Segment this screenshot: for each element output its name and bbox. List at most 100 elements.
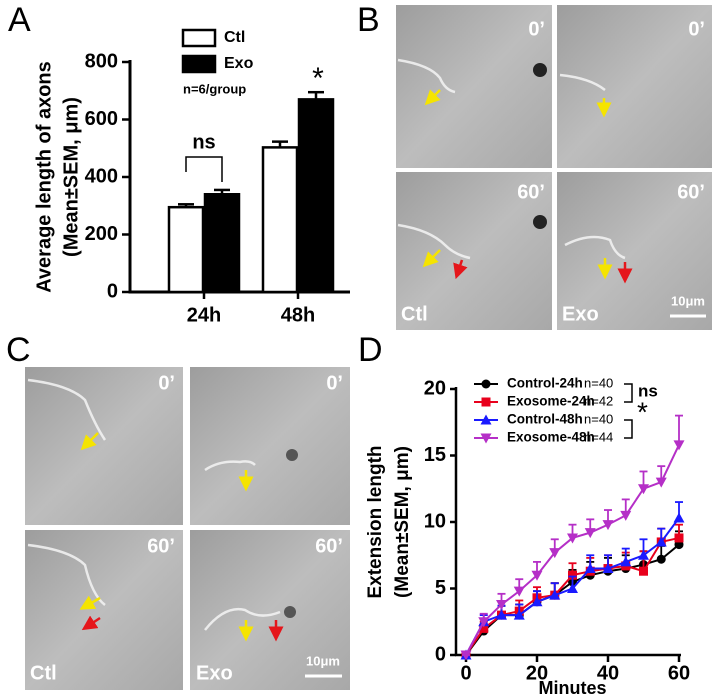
panel-letter: B — [357, 1, 380, 39]
x-tick-label: 60 — [668, 662, 690, 684]
legend-n: n=40 — [584, 411, 613, 426]
legend-swatch — [181, 28, 217, 48]
y-tick-label: 400 — [85, 165, 118, 187]
annotation: * — [637, 396, 648, 427]
marker — [479, 623, 489, 633]
legend-label: Control-48h — [507, 412, 583, 427]
legend-label: Control-24h — [507, 376, 583, 391]
x-tick-label: 48h — [281, 304, 315, 326]
micrograph — [190, 530, 350, 690]
y-tick-label: 10 — [424, 510, 446, 532]
legend-swatch — [181, 54, 217, 74]
scale-bar-label: 10μm — [671, 293, 705, 308]
marker — [478, 617, 490, 628]
marker — [496, 609, 507, 620]
y-tick-label: 0 — [107, 280, 118, 302]
panel-letter: A — [8, 1, 31, 39]
marker — [481, 379, 491, 389]
series-line — [465, 543, 680, 656]
group-label: Ctl — [401, 303, 428, 325]
marker — [584, 563, 596, 574]
group-label: Exo — [196, 662, 233, 684]
legend-label: Exosome-48h — [507, 430, 595, 445]
marker — [620, 556, 632, 567]
marker — [481, 397, 491, 407]
marker — [655, 477, 667, 488]
marker — [568, 570, 577, 580]
time-label: 60’ — [147, 535, 175, 557]
y-axis-label: Extension length — [365, 445, 386, 598]
marker — [496, 599, 507, 610]
y-tick-label: 20 — [424, 377, 446, 399]
marker — [460, 650, 472, 661]
micrograph — [396, 172, 552, 330]
marker — [567, 583, 578, 593]
bracket — [624, 383, 633, 403]
marker — [531, 570, 543, 581]
x-tick-label: 24h — [187, 304, 221, 326]
series-line — [465, 444, 680, 656]
marker — [480, 414, 492, 425]
y-tick-label: 600 — [85, 108, 118, 130]
x-tick-label: 0 — [460, 662, 471, 684]
y-tick-label: 0 — [435, 643, 446, 665]
micrograph — [557, 172, 712, 330]
marker — [531, 596, 543, 607]
marker — [513, 586, 525, 597]
y-tick-label: 15 — [424, 444, 446, 466]
time-label: 0’ — [158, 372, 175, 394]
marker — [602, 563, 614, 574]
marker — [602, 520, 614, 531]
x-axis-label: Minutes — [538, 678, 606, 695]
time-label: 0’ — [528, 18, 545, 40]
marker — [638, 484, 649, 495]
charts: Average length of axons (Mean±SEM, μm)020… — [33, 28, 690, 695]
bar — [167, 205, 205, 294]
annotation: ns — [638, 381, 658, 400]
marker — [655, 536, 667, 547]
time-label: 0’ — [688, 18, 705, 40]
legend-n: n=44 — [584, 429, 613, 444]
marker — [656, 554, 666, 564]
legend-n: n=42 — [584, 393, 613, 408]
bracket — [624, 419, 633, 439]
bar — [203, 193, 241, 294]
y-axis-label: (Mean±SEM, μm) — [60, 97, 82, 257]
y-tick-label: 800 — [85, 50, 118, 72]
micrograph — [190, 367, 350, 525]
micrographs-c: 0’ 0’ 60’ 60’ Ctl Exo 10μm — [25, 367, 350, 690]
series-line — [465, 536, 680, 656]
x-tick-label: 20 — [526, 662, 548, 684]
x-tick-label: 40 — [597, 662, 619, 684]
bar — [297, 98, 335, 294]
micrograph — [25, 530, 183, 690]
y-axis-label: (Mean±SEM, μm) — [392, 446, 413, 598]
time-label: 0’ — [326, 372, 343, 394]
marker — [480, 433, 492, 444]
group-label: Exo — [562, 303, 599, 325]
time-label: 60’ — [677, 181, 705, 203]
marker — [584, 528, 596, 539]
legend-label: Exo — [224, 55, 254, 72]
marker — [673, 440, 685, 451]
legend-label: Ctl — [224, 29, 245, 46]
marker — [549, 548, 561, 559]
annotation: ns — [192, 131, 215, 153]
group-label: Ctl — [30, 662, 57, 684]
y-tick-label: 5 — [435, 577, 446, 599]
marker — [513, 609, 525, 620]
micrograph — [396, 5, 552, 168]
legend-note: n=6/group — [183, 81, 246, 96]
marker — [674, 533, 684, 543]
marker — [639, 566, 648, 576]
micrographs-b: 0’ 0’ 60’ 60’ Ctl Exo 10μm — [396, 5, 712, 330]
marker — [549, 589, 561, 600]
annotation: * — [312, 62, 324, 95]
marker — [673, 512, 685, 523]
bar — [261, 146, 299, 294]
scale-bar-label: 10μm — [306, 653, 340, 668]
legend-n: n=40 — [584, 375, 613, 390]
panel-letter: C — [6, 331, 31, 369]
legend-label: Exosome-24h — [507, 394, 595, 409]
